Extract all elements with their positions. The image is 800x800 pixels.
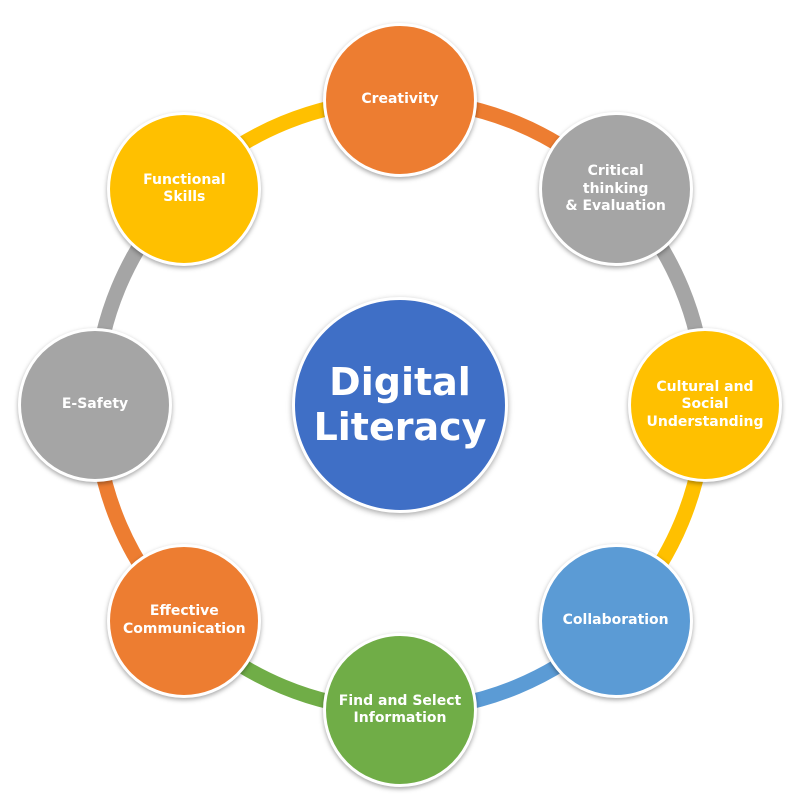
node-label: E-Safety [61,396,129,413]
node-cultural-social-understanding: Cultural and Social Understanding [628,328,782,482]
center-node-digital-literacy: Digital Literacy [292,297,508,513]
node-label: Find and Select Information [338,692,462,727]
node-label: Functional Skills [143,171,226,206]
node-effective-communication: Effective Communication [107,543,262,698]
center-label: Digital Literacy [313,360,487,449]
node-label: Effective Communication [123,603,246,637]
node-label: Cultural and Social Understanding [646,378,764,430]
node-label: Collaboration [562,611,669,628]
node-collaboration: Collaboration [538,543,693,698]
node-find-select-information: Find and Select Information [323,633,477,787]
node-critical-thinking: Critical thinking & Evaluation [538,112,693,267]
node-label: Creativity [361,91,439,108]
node-creativity: Creativity [323,23,477,177]
node-label: Critical thinking & Evaluation [565,163,666,215]
node-functional-skills: Functional Skills [107,112,262,267]
node-e-safety: E-Safety [18,328,172,482]
